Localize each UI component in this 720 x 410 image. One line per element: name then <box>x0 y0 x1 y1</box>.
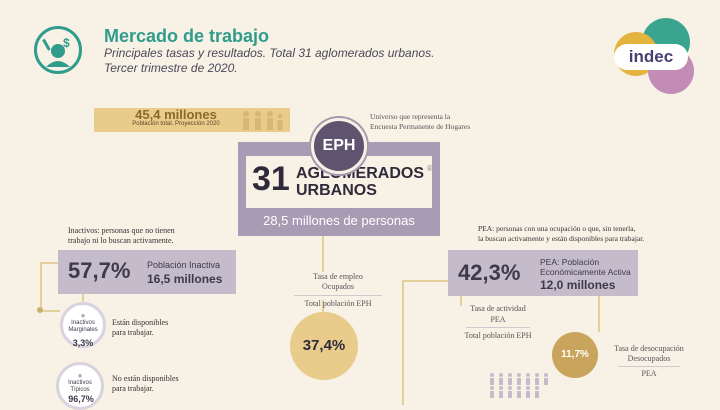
typical-note: No están disponibles para trabajar. <box>112 374 179 394</box>
unemployment-rate-formula: Tasa de desocupación Desocupados PEA <box>604 344 694 379</box>
employment-title: Tasa de empleo <box>313 272 363 281</box>
marginal-inactive-circle: ● Inactivos Marginales <box>60 302 106 348</box>
person-icon: ● <box>77 371 83 380</box>
pea-label: PEA: Población Económicamente Activa <box>540 257 631 277</box>
inactive-note: Inactivos: personas que no tienen trabaj… <box>68 226 175 246</box>
connector-desoc <box>598 296 600 332</box>
typical-note-line-1: No están disponibles <box>112 374 179 383</box>
connector-right-v <box>402 280 404 405</box>
people-icon <box>243 111 283 130</box>
typical-label-line-2: Típicos <box>70 387 90 393</box>
typical-note-line-2: para trabajar. <box>112 384 154 393</box>
inactive-value: 16,5 millones <box>147 272 223 286</box>
marginal-note: Están disponibles para trabajar. <box>112 318 168 338</box>
connector-pea-down <box>460 296 462 306</box>
indec-logo: indec <box>614 18 700 96</box>
pea-label-line-1: PEA: Población <box>540 257 600 267</box>
typical-label-line-1: Inactivos <box>68 380 92 386</box>
activity-denominator: Total población EPH <box>464 331 532 340</box>
connector-dot <box>37 307 43 313</box>
aglomerados-label-line-1: AGLOMERADOS <box>296 165 424 182</box>
universe-note-line-2: Encuesta Permanente de Hogares <box>370 122 471 131</box>
activity-numerator: PEA <box>490 315 506 324</box>
pea-value: 12,0 millones <box>540 278 616 292</box>
aglomerados-label: AGLOMERADOS URBANOS <box>296 165 424 199</box>
connector-left-h <box>40 262 58 264</box>
inactive-note-line-2: trabajo ni lo buscan activamente. <box>68 236 174 245</box>
population-value: 45,4 millones <box>135 107 217 122</box>
inactive-label: Población Inactiva <box>147 260 221 270</box>
employment-rate-formula: Tasa de empleo Ocupados Total población … <box>286 272 390 309</box>
employment-numerator: Ocupados <box>322 282 354 291</box>
connector-center-low <box>322 300 324 312</box>
fraction-divider <box>466 327 530 328</box>
pea-pct: 42,3% <box>458 260 521 285</box>
pea-note-line-1: PEA: personas con una ocupación o que, s… <box>478 224 636 233</box>
page-subtitle: Principales tasas y resultados. Total 31… <box>104 46 434 76</box>
svg-text:$: $ <box>63 36 70 50</box>
people-icon <box>490 373 548 398</box>
typical-pct: 96,7% <box>68 394 94 404</box>
inactive-panel <box>58 250 236 294</box>
connector-right-h <box>402 280 448 282</box>
marginal-label-line-2: Marginales <box>68 327 98 333</box>
marginal-note-line-2: para trabajar. <box>112 328 154 337</box>
pea-label-line-2: Económicamente Activa <box>540 267 631 277</box>
pea-note-line-2: la buscan activamente y están disponible… <box>478 234 645 243</box>
employment-rate-circle: 37,4% <box>290 312 358 380</box>
aglomerados-label-line-2: URBANOS <box>296 182 377 199</box>
population-caption: Población total. Proyección 2020 <box>132 121 220 127</box>
typical-inactive-circle: ● Inactivos Típicos <box>56 362 104 410</box>
eph-badge: EPH <box>311 118 367 174</box>
eph-persons: 28,5 millones de personas <box>263 213 415 228</box>
activity-title: Tasa de actividad <box>470 304 526 313</box>
person-icon: ● <box>80 311 86 320</box>
subtitle-line-2: Tercer trimestre de 2020. <box>104 61 238 75</box>
unemployment-title: Tasa de desocupación <box>614 344 684 353</box>
pea-panel <box>448 250 638 296</box>
inactive-note-line-1: Inactivos: personas que no tienen <box>68 226 175 235</box>
page-title: Mercado de trabajo <box>104 26 270 46</box>
employment-denominator: Total población EPH <box>304 299 372 308</box>
unemployment-rate-circle: 11,7% <box>552 332 598 378</box>
pea-note: PEA: personas con una ocupación o que, s… <box>478 224 644 244</box>
unemployment-denominator: PEA <box>641 369 657 378</box>
marginal-label-line-1: Inactivos <box>71 320 95 326</box>
fraction-divider <box>294 295 382 296</box>
connector-left <box>40 262 42 310</box>
inactive-pct: 57,7% <box>68 258 131 283</box>
activity-rate-formula: Tasa de actividad PEA Total población EP… <box>460 303 536 341</box>
marginal-pct: 3,3% <box>72 338 94 348</box>
universe-note: Universo que representa la Encuesta Perm… <box>370 112 470 132</box>
universe-note-line-1: Universo que representa la <box>370 112 451 121</box>
connector-inactive-down <box>82 294 84 306</box>
marginal-note-line-1: Están disponibles <box>112 318 169 327</box>
aglomerados-number: 31 <box>252 160 290 198</box>
indec-logo-text: indec <box>614 44 688 70</box>
unemployment-numerator: Desocupados <box>627 354 671 363</box>
connector-left-low <box>40 310 60 312</box>
subtitle-line-1: Principales tasas y resultados. Total 31… <box>104 46 435 60</box>
registered-icon: ® <box>427 164 433 173</box>
labor-icon: $ <box>34 26 82 74</box>
connector-center <box>322 236 324 272</box>
fraction-divider <box>618 366 680 367</box>
